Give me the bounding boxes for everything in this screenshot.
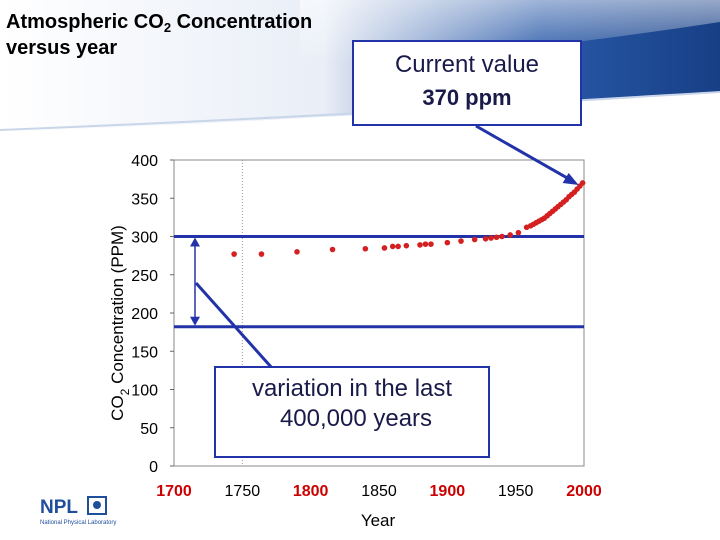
y-tick-label: 150 bbox=[131, 344, 158, 361]
variation-callout-pointer bbox=[194, 282, 274, 369]
logo-mark-icon bbox=[87, 496, 107, 515]
y-tick-label: 200 bbox=[131, 306, 158, 323]
data-point bbox=[294, 249, 300, 255]
data-point bbox=[507, 232, 513, 238]
data-point bbox=[389, 243, 396, 250]
data-point bbox=[329, 246, 336, 253]
data-point bbox=[493, 234, 500, 241]
x-tick-label: 1900 bbox=[430, 483, 466, 500]
data-point bbox=[395, 243, 401, 250]
title-line1: Atmospheric CO2 Concentration bbox=[6, 11, 313, 35]
variation-line2: 400,000 years bbox=[279, 405, 433, 432]
data-point bbox=[362, 245, 369, 252]
variation-callout: variation in the last 400,000 years bbox=[214, 366, 490, 458]
y-tick-label: 250 bbox=[131, 268, 158, 285]
current-value-callout: Current value 370 ppm bbox=[352, 40, 582, 126]
current-value-label: Current value bbox=[394, 51, 540, 78]
y-tick-label: 400 bbox=[131, 153, 158, 170]
y-tick-label: 50 bbox=[140, 421, 158, 438]
x-tick-label: 1700 bbox=[156, 483, 192, 500]
title-line2: versus year bbox=[6, 37, 118, 59]
data-point bbox=[381, 245, 388, 251]
data-point bbox=[515, 229, 522, 236]
current-value-number: 370 ppm bbox=[422, 85, 512, 110]
data-point bbox=[422, 241, 429, 247]
data-point bbox=[579, 180, 586, 186]
data-point bbox=[417, 242, 423, 248]
variation-line1: variation in the last bbox=[251, 375, 453, 402]
data-point bbox=[488, 235, 494, 241]
x-tick-label: 2000 bbox=[566, 483, 602, 500]
y-tick-label: 100 bbox=[131, 383, 158, 400]
current-callout-arrowhead bbox=[562, 172, 579, 185]
y-tick-label: 350 bbox=[131, 191, 158, 208]
x-tick-label: 1950 bbox=[498, 483, 534, 500]
data-point bbox=[471, 236, 478, 243]
x-tick-label: 1800 bbox=[293, 483, 329, 500]
data-point bbox=[258, 251, 265, 257]
slide-title: Atmospheric CO2 Concentration versus yea… bbox=[6, 9, 312, 61]
data-point bbox=[403, 242, 410, 249]
logo-subtext: National Physical Laboratory bbox=[40, 520, 116, 526]
data-point bbox=[231, 251, 237, 257]
npl-logo: NPL National Physical Laboratory bbox=[40, 496, 116, 526]
data-point bbox=[428, 241, 434, 247]
data-point bbox=[499, 233, 505, 240]
variation-arrow-head-up bbox=[190, 237, 200, 247]
logo-mark-dot bbox=[93, 501, 101, 509]
y-tick-label: 0 bbox=[149, 459, 158, 476]
data-point bbox=[482, 235, 489, 242]
y-tick-label: 300 bbox=[131, 230, 158, 247]
x-tick-label: 1750 bbox=[225, 483, 261, 500]
data-point bbox=[458, 238, 464, 244]
data-point bbox=[444, 239, 451, 246]
y-axis-label: CO2 Concentration (PPM) bbox=[108, 225, 132, 421]
x-tick-label: 1850 bbox=[361, 483, 397, 500]
logo-text: NPL bbox=[40, 497, 78, 518]
variation-arrow-head-down bbox=[190, 316, 200, 326]
x-axis-label: Year bbox=[361, 511, 396, 530]
current-callout-pointer bbox=[475, 124, 572, 182]
